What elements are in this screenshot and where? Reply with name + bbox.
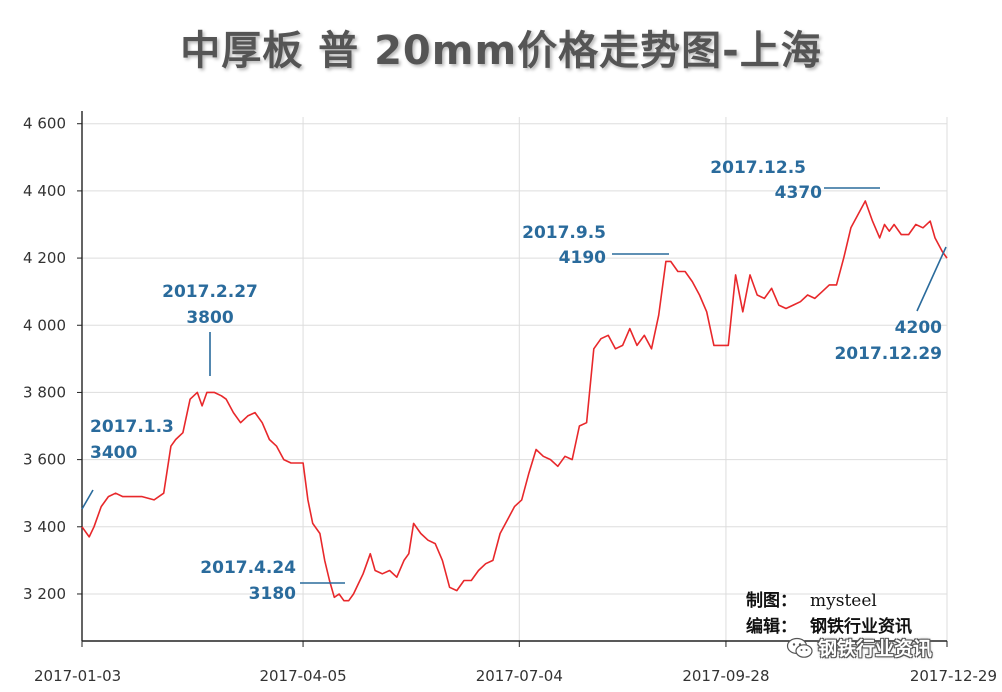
- editor-value: 钢铁行业资讯: [810, 616, 912, 637]
- annotation-value: 4190: [559, 248, 606, 268]
- x-tick-label: 2017-04-05: [259, 667, 346, 685]
- y-tick-label: 4 400: [23, 182, 66, 200]
- series: [81, 200, 948, 602]
- y-tick-label: 3 400: [23, 518, 66, 536]
- y-tick-label: 4 000: [23, 316, 66, 334]
- y-tick-label: 4 600: [23, 115, 66, 133]
- annotation-label: 2017.2.27: [162, 282, 258, 302]
- editor-label: 编辑：: [746, 616, 797, 637]
- annotation-value: 3180: [249, 584, 296, 604]
- tick-labels: 3 200 3 400 3 600 3 800 4 000 4 200 4 400 4 600…: [23, 115, 997, 685]
- chart-by-value: mysteel: [810, 591, 877, 611]
- y-tick-label: 3 200: [23, 585, 66, 603]
- annotation-value: 3800: [186, 308, 233, 328]
- chart-by-label: 制图：: [746, 590, 797, 611]
- price-line: [81, 200, 948, 602]
- annotation-label: 2017.4.24: [200, 558, 296, 578]
- y-tick-label: 4 200: [23, 249, 66, 267]
- wechat-icon: [786, 637, 813, 658]
- annotation-label: 2017.9.5: [522, 223, 606, 243]
- annotation-label: 4200: [895, 318, 942, 338]
- x-tick-label: 2017-07-04: [476, 667, 563, 685]
- annotation-value: 4370: [775, 183, 822, 203]
- x-tick-label: 2017-12-29: [910, 667, 997, 685]
- x-tick-label: 2017-01-03: [34, 667, 121, 685]
- credits: 制图： mysteel 编辑： 钢铁行业资讯: [746, 590, 912, 637]
- annotation-value: 2017.12.29: [834, 344, 942, 364]
- annotation-leader: [81, 489, 94, 510]
- y-tick-label: 3 800: [23, 383, 66, 401]
- annotation-leader: [916, 246, 947, 312]
- annotations: 2017.1.3 3400 2017.2.27 3800 2017.4.24 3180 20…: [81, 158, 947, 604]
- y-tick-label: 3 600: [23, 451, 66, 469]
- watermark: 钢铁行业资讯: [786, 634, 932, 661]
- annotation-value: 3400: [90, 443, 137, 463]
- x-tick-label: 2017-09-28: [682, 667, 769, 685]
- chart-title: 中厚板 普 20mm价格走势图-上海: [180, 28, 822, 74]
- annotation-label: 2017.1.3: [90, 417, 174, 437]
- annotation-label: 2017.12.5: [710, 158, 806, 178]
- watermark-text: 钢铁行业资讯: [818, 638, 933, 660]
